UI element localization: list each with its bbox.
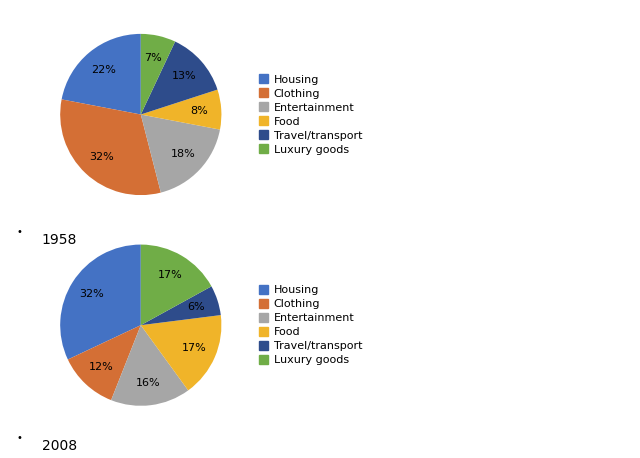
- Text: 12%: 12%: [89, 362, 113, 372]
- Text: •: •: [16, 227, 22, 237]
- Text: 22%: 22%: [92, 65, 116, 75]
- Text: 16%: 16%: [136, 378, 161, 388]
- Text: 17%: 17%: [158, 270, 182, 280]
- Text: 18%: 18%: [171, 149, 195, 159]
- Text: 1958: 1958: [42, 233, 77, 247]
- Text: 13%: 13%: [172, 71, 196, 81]
- Text: 17%: 17%: [182, 343, 207, 353]
- Wedge shape: [141, 90, 221, 130]
- Text: 8%: 8%: [190, 106, 207, 116]
- Text: 7%: 7%: [145, 53, 163, 63]
- Wedge shape: [60, 245, 141, 360]
- Wedge shape: [111, 325, 188, 406]
- Legend: Housing, Clothing, Entertainment, Food, Travel/transport, Luxury goods: Housing, Clothing, Entertainment, Food, …: [257, 283, 365, 367]
- Wedge shape: [141, 34, 175, 114]
- Wedge shape: [141, 286, 221, 325]
- Text: •: •: [16, 433, 22, 443]
- Text: 32%: 32%: [79, 289, 104, 299]
- Wedge shape: [61, 34, 141, 114]
- Wedge shape: [141, 114, 220, 192]
- Wedge shape: [141, 245, 211, 325]
- Wedge shape: [141, 42, 218, 114]
- Wedge shape: [60, 99, 161, 195]
- Text: 32%: 32%: [89, 152, 113, 162]
- Wedge shape: [68, 325, 141, 400]
- Text: 6%: 6%: [187, 302, 205, 312]
- Wedge shape: [141, 315, 221, 390]
- Legend: Housing, Clothing, Entertainment, Food, Travel/transport, Luxury goods: Housing, Clothing, Entertainment, Food, …: [257, 72, 365, 157]
- Text: 2008: 2008: [42, 439, 77, 453]
